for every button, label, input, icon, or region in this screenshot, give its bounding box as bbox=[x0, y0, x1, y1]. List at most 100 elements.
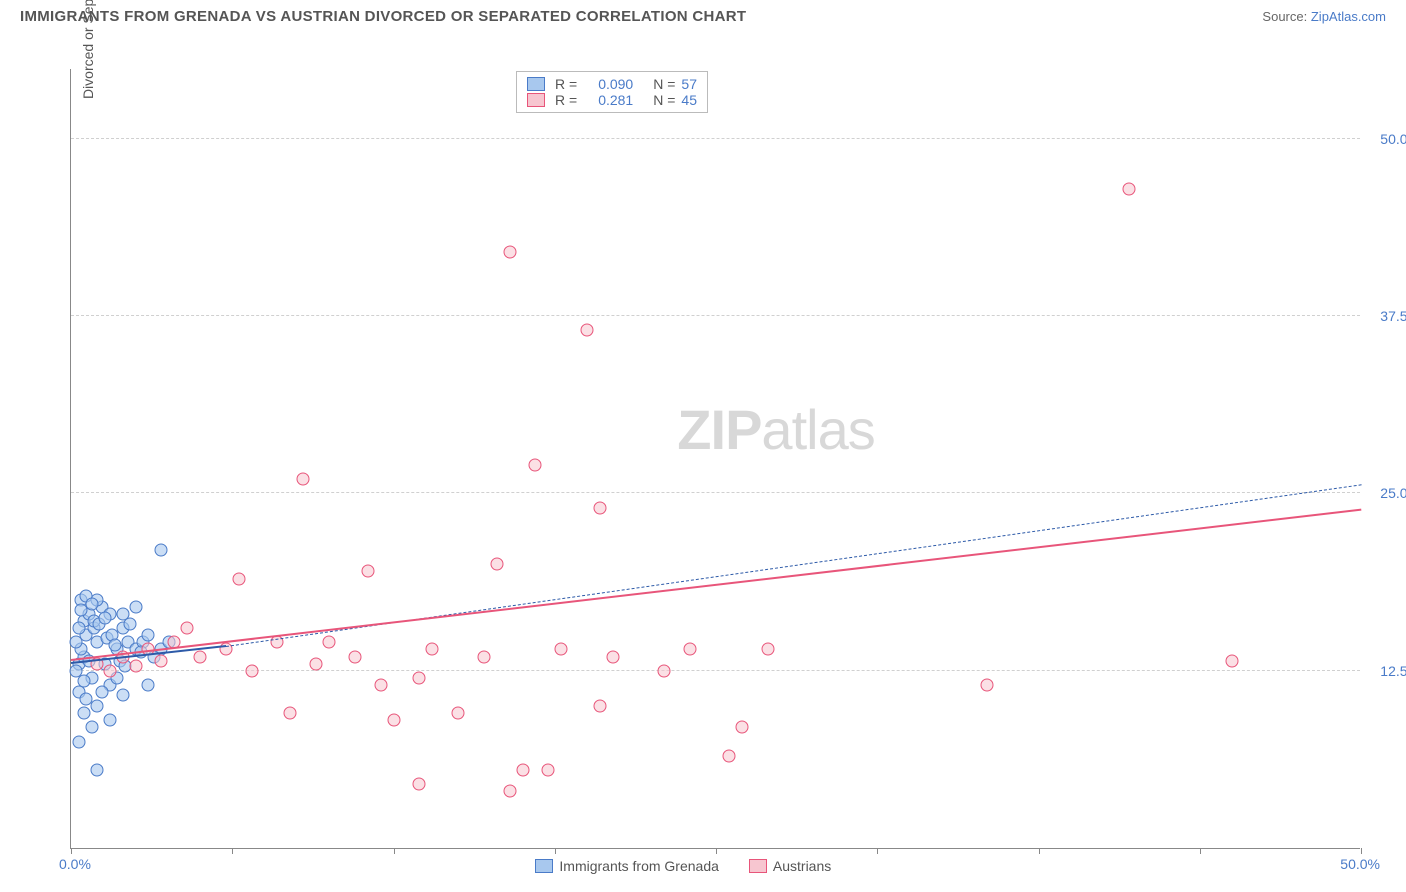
watermark: ZIPatlas bbox=[677, 397, 874, 462]
data-point-austrians bbox=[761, 643, 774, 656]
x-tick bbox=[232, 848, 233, 854]
data-point-austrians bbox=[413, 778, 426, 791]
data-point-austrians bbox=[542, 764, 555, 777]
legend-swatch bbox=[749, 859, 767, 873]
data-point-austrians bbox=[529, 459, 542, 472]
x-tick bbox=[1039, 848, 1040, 854]
data-point-austrians bbox=[284, 707, 297, 720]
data-point-austrians bbox=[593, 700, 606, 713]
data-point-grenada bbox=[142, 629, 155, 642]
gridline bbox=[71, 492, 1360, 493]
data-point-grenada bbox=[95, 686, 108, 699]
source-label: Source: bbox=[1262, 9, 1307, 24]
data-point-austrians bbox=[361, 565, 374, 578]
gridline bbox=[71, 315, 1360, 316]
r-label: R = bbox=[555, 76, 577, 92]
legend-swatch bbox=[535, 859, 553, 873]
data-point-austrians bbox=[374, 678, 387, 691]
data-point-grenada bbox=[129, 600, 142, 613]
data-point-grenada bbox=[142, 678, 155, 691]
data-point-austrians bbox=[722, 749, 735, 762]
x-min-label: 0.0% bbox=[59, 856, 91, 872]
legend-stats-row: R =0.090N =57 bbox=[527, 76, 697, 92]
legend-stats-row: R = 0.281 N = 45 bbox=[527, 92, 697, 108]
chart-title: IMMIGRANTS FROM GRENADA VS AUSTRIAN DIVO… bbox=[20, 8, 746, 25]
trend-line bbox=[71, 508, 1361, 660]
data-point-austrians bbox=[980, 678, 993, 691]
n-value: 45 bbox=[681, 92, 697, 108]
r-value: 0.281 bbox=[583, 92, 633, 108]
data-point-austrians bbox=[181, 622, 194, 635]
y-tick-label: 25.0% bbox=[1380, 485, 1406, 501]
legend-swatch bbox=[527, 77, 545, 91]
legend-stats: R = 0.090 N = 57R = 0.281 N = 45 bbox=[516, 71, 708, 113]
data-point-austrians bbox=[413, 671, 426, 684]
data-point-austrians bbox=[735, 721, 748, 734]
legend-item: Immigrants from Grenada bbox=[535, 858, 719, 874]
gridline bbox=[71, 138, 1360, 139]
watermark-bold: ZIP bbox=[677, 398, 761, 461]
data-point-grenada bbox=[77, 707, 90, 720]
data-point-grenada bbox=[77, 674, 90, 687]
data-point-austrians bbox=[232, 572, 245, 585]
data-point-austrians bbox=[426, 643, 439, 656]
x-tick bbox=[555, 848, 556, 854]
data-point-grenada bbox=[155, 544, 168, 557]
data-point-austrians bbox=[516, 764, 529, 777]
r-label: R = bbox=[555, 92, 577, 108]
data-point-grenada bbox=[116, 688, 129, 701]
chart-header: IMMIGRANTS FROM GRENADA VS AUSTRIAN DIVO… bbox=[0, 0, 1406, 29]
y-tick-label: 12.5% bbox=[1380, 663, 1406, 679]
data-point-austrians bbox=[387, 714, 400, 727]
data-point-austrians bbox=[323, 636, 336, 649]
n-value: 57 bbox=[681, 76, 697, 92]
data-point-austrians bbox=[606, 650, 619, 663]
data-point-austrians bbox=[555, 643, 568, 656]
source-link[interactable]: ZipAtlas.com bbox=[1311, 9, 1386, 24]
data-point-grenada bbox=[124, 617, 137, 630]
data-point-austrians bbox=[477, 650, 490, 663]
y-tick-label: 37.5% bbox=[1380, 308, 1406, 324]
data-point-austrians bbox=[658, 664, 671, 677]
data-point-austrians bbox=[194, 650, 207, 663]
data-point-austrians bbox=[503, 785, 516, 798]
legend-item: Austrians bbox=[749, 858, 831, 874]
data-point-grenada bbox=[72, 622, 85, 635]
data-point-grenada bbox=[70, 636, 83, 649]
x-tick bbox=[1200, 848, 1201, 854]
data-point-austrians bbox=[103, 664, 116, 677]
data-point-grenada bbox=[90, 764, 103, 777]
data-point-austrians bbox=[245, 664, 258, 677]
data-point-austrians bbox=[297, 473, 310, 486]
data-point-austrians bbox=[155, 654, 168, 667]
gridline bbox=[71, 670, 1360, 671]
data-point-grenada bbox=[85, 721, 98, 734]
data-point-austrians bbox=[593, 501, 606, 514]
data-point-austrians bbox=[1226, 654, 1239, 667]
x-max-label: 50.0% bbox=[1340, 856, 1380, 872]
data-point-austrians bbox=[129, 660, 142, 673]
n-label: N = bbox=[653, 92, 675, 108]
source-attribution: Source: ZipAtlas.com bbox=[1262, 9, 1386, 24]
data-point-austrians bbox=[1122, 182, 1135, 195]
legend-label: Austrians bbox=[773, 858, 831, 874]
r-value: 0.090 bbox=[583, 76, 633, 92]
legend-series: Immigrants from Grenada Austrians bbox=[535, 858, 831, 874]
data-point-austrians bbox=[348, 650, 361, 663]
data-point-austrians bbox=[490, 558, 503, 571]
x-tick bbox=[716, 848, 717, 854]
x-tick bbox=[1361, 848, 1362, 854]
data-point-austrians bbox=[310, 657, 323, 670]
legend-label: Immigrants from Grenada bbox=[559, 858, 719, 874]
x-tick bbox=[877, 848, 878, 854]
watermark-light: atlas bbox=[761, 398, 874, 461]
data-point-grenada bbox=[98, 612, 111, 625]
data-point-grenada bbox=[85, 598, 98, 611]
data-point-austrians bbox=[684, 643, 697, 656]
data-point-austrians bbox=[581, 324, 594, 337]
data-point-austrians bbox=[452, 707, 465, 720]
data-point-grenada bbox=[103, 714, 116, 727]
data-point-grenada bbox=[72, 735, 85, 748]
plot-area: ZIPatlas 12.5%25.0%37.5%50.0%0.0%50.0%R … bbox=[70, 69, 1360, 849]
y-tick-label: 50.0% bbox=[1380, 131, 1406, 147]
